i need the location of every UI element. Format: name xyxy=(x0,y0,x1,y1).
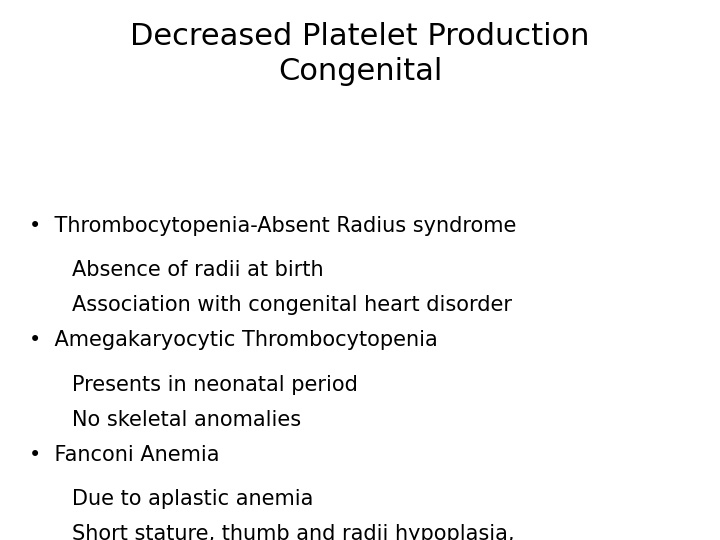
Text: Absence of radii at birth: Absence of radii at birth xyxy=(72,260,323,280)
Text: Presents in neonatal period: Presents in neonatal period xyxy=(72,375,358,395)
Text: No skeletal anomalies: No skeletal anomalies xyxy=(72,410,301,430)
Text: Decreased Platelet Production
Congenital: Decreased Platelet Production Congenital xyxy=(130,22,590,86)
Text: Due to aplastic anemia: Due to aplastic anemia xyxy=(72,489,313,509)
Text: Association with congenital heart disorder: Association with congenital heart disord… xyxy=(72,295,512,315)
Text: •  Amegakaryocytic Thrombocytopenia: • Amegakaryocytic Thrombocytopenia xyxy=(29,330,438,350)
Text: Short stature, thumb and radii hypoplasia,
    microcephaly: Short stature, thumb and radii hypoplasi… xyxy=(72,524,515,540)
Text: •  Fanconi Anemia: • Fanconi Anemia xyxy=(29,445,220,465)
Text: •  Thrombocytopenia-Absent Radius syndrome: • Thrombocytopenia-Absent Radius syndrom… xyxy=(29,216,516,236)
